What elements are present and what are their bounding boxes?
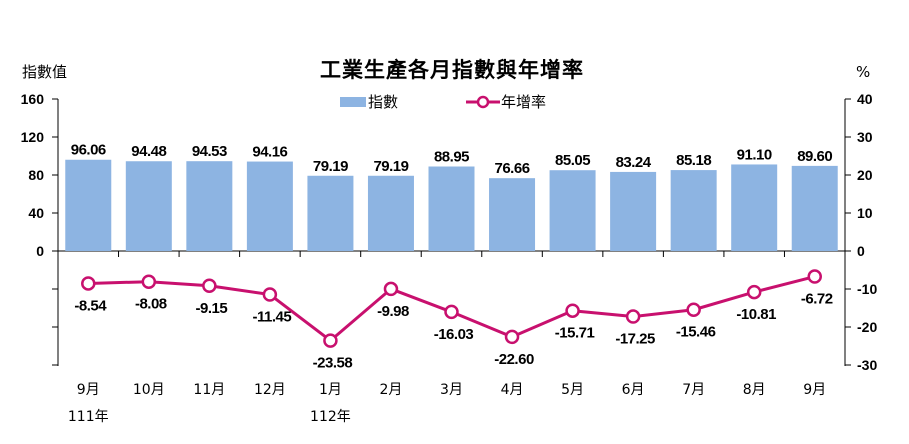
line-series xyxy=(81,269,822,348)
category-label: 9月 xyxy=(803,382,826,398)
growth-marker xyxy=(746,284,762,300)
bar-value-label: 96.06 xyxy=(71,142,106,159)
bar xyxy=(65,159,112,251)
growth-marker xyxy=(565,303,580,318)
year-label: 111年 xyxy=(68,409,109,425)
growth-value-label: -6.72 xyxy=(801,291,833,308)
category-label: 3月 xyxy=(440,382,463,398)
growth-marker xyxy=(807,269,822,284)
category-label: 8月 xyxy=(743,382,766,398)
category-label: 9月 xyxy=(77,382,100,398)
bar-value-label: 79.19 xyxy=(313,158,348,175)
bar-value-label: 85.05 xyxy=(555,152,590,169)
bar-value-label: 85.18 xyxy=(676,152,711,169)
right-tick-label: 40 xyxy=(857,91,873,107)
bar xyxy=(186,161,233,251)
bar xyxy=(610,171,657,251)
data-labels: 96.06 94.48 94.53 94.16 79.19 79.19 88.95 76.66… xyxy=(71,142,833,372)
left-tick-label: 80 xyxy=(28,167,44,183)
bar-value-label: 88.95 xyxy=(434,148,469,165)
bar xyxy=(731,164,778,251)
bar xyxy=(307,175,354,251)
category-label: 6月 xyxy=(622,382,645,398)
category-label: 2月 xyxy=(380,382,403,398)
left-tick-label: 0 xyxy=(36,243,44,259)
category-label: 7月 xyxy=(682,382,705,398)
bar xyxy=(367,175,414,251)
category-label: 4月 xyxy=(501,382,524,398)
growth-value-label: -22.60 xyxy=(494,351,534,368)
left-tick-label: 120 xyxy=(21,129,45,145)
growth-marker xyxy=(262,287,278,302)
growth-marker xyxy=(383,281,399,297)
growth-value-label: -9.98 xyxy=(377,303,409,320)
bar xyxy=(549,170,596,251)
bar xyxy=(428,166,475,251)
right-tick-label: 0 xyxy=(857,243,865,259)
bar xyxy=(791,165,838,251)
growth-value-label: -16.03 xyxy=(434,326,474,343)
growth-value-label: -8.54 xyxy=(74,297,107,314)
legend: 指數 年增率 xyxy=(340,93,546,111)
legend-marker-growth xyxy=(476,95,490,109)
growth-value-label: -23.58 xyxy=(313,355,353,372)
growth-value-label: -10.81 xyxy=(736,306,776,323)
growth-marker xyxy=(686,302,701,317)
growth-marker xyxy=(444,304,459,320)
bar xyxy=(670,170,717,251)
growth-value-label: -17.25 xyxy=(615,331,655,348)
bar-value-label: 89.60 xyxy=(797,148,832,165)
legend-swatch-index xyxy=(340,97,366,107)
category-label: 11月 xyxy=(193,382,225,398)
growth-marker xyxy=(625,309,641,324)
category-label: 1月 xyxy=(319,382,342,398)
right-axis-label: % xyxy=(856,63,870,81)
legend-label-index: 指數 xyxy=(368,93,398,111)
left-tick-label: 40 xyxy=(28,205,44,221)
bar-value-label: 94.16 xyxy=(252,144,287,161)
right-tick-label: -20 xyxy=(857,319,877,335)
bar xyxy=(489,178,536,251)
bar-value-label: 94.48 xyxy=(131,143,166,160)
growth-marker xyxy=(81,276,96,291)
bar xyxy=(246,161,293,251)
legend-label-growth: 年增率 xyxy=(501,93,546,111)
growth-value-label: -11.45 xyxy=(253,309,292,326)
left-tick-label: 160 xyxy=(21,91,45,107)
growth-value-label: -15.71 xyxy=(555,325,595,342)
right-tick-label: 20 xyxy=(857,167,873,183)
category-label: 10月 xyxy=(133,382,165,398)
growth-marker xyxy=(202,278,217,294)
category-label: 5月 xyxy=(561,382,584,398)
bar-value-label: 79.19 xyxy=(373,158,408,175)
right-tick-label: 10 xyxy=(857,205,873,221)
growth-value-label: -8.08 xyxy=(135,296,167,313)
bar-value-label: 91.10 xyxy=(737,146,772,163)
right-tick-label: -10 xyxy=(857,281,877,297)
right-tick-label: 30 xyxy=(857,129,873,145)
growth-marker xyxy=(504,329,520,345)
bar-value-label: 83.24 xyxy=(616,154,652,171)
growth-marker xyxy=(141,274,157,289)
right-tick-label: -30 xyxy=(857,357,877,373)
bar-value-label: 94.53 xyxy=(192,143,227,160)
year-label: 112年 xyxy=(310,409,351,425)
category-labels: 9月 111年 10月 11月 12月 1月 112年 2月 3月 4月 5月 6月 7月 8月 9月 xyxy=(68,382,826,425)
bar-series xyxy=(65,159,838,251)
growth-value-label: -9.15 xyxy=(195,300,227,317)
growth-marker xyxy=(323,333,338,348)
growth-value-label: -15.46 xyxy=(676,324,716,341)
chart-title: 工業生產各月指數與年增率 xyxy=(320,57,584,82)
left-axis-label: 指數值 xyxy=(22,63,67,81)
bar-value-label: 76.66 xyxy=(495,160,530,177)
bar xyxy=(125,161,172,251)
category-label: 12月 xyxy=(254,382,286,398)
